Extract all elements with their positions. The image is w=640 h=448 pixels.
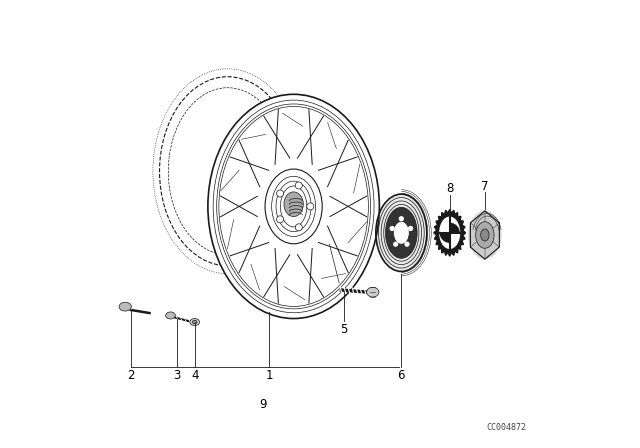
Ellipse shape — [394, 221, 409, 244]
Ellipse shape — [376, 194, 427, 271]
Ellipse shape — [265, 169, 322, 244]
Text: 9: 9 — [259, 398, 267, 411]
Circle shape — [295, 224, 302, 231]
Text: 1: 1 — [266, 369, 273, 382]
Ellipse shape — [193, 320, 197, 324]
Circle shape — [276, 190, 284, 197]
Ellipse shape — [367, 287, 379, 297]
Text: CC004872: CC004872 — [486, 422, 527, 431]
Text: 3: 3 — [173, 369, 180, 382]
Text: 8: 8 — [446, 182, 453, 195]
Polygon shape — [470, 211, 499, 259]
Circle shape — [393, 241, 398, 247]
Wedge shape — [450, 223, 460, 233]
Ellipse shape — [208, 94, 380, 319]
Ellipse shape — [119, 302, 131, 311]
Circle shape — [307, 203, 314, 210]
Circle shape — [408, 226, 413, 231]
Ellipse shape — [439, 216, 460, 249]
Ellipse shape — [385, 207, 417, 258]
Ellipse shape — [436, 213, 463, 253]
Circle shape — [276, 216, 284, 223]
Wedge shape — [440, 233, 450, 243]
Polygon shape — [434, 210, 465, 256]
Text: 5: 5 — [340, 323, 348, 336]
Text: 6: 6 — [397, 369, 405, 382]
Text: 2: 2 — [127, 369, 134, 382]
Text: 4: 4 — [191, 369, 198, 382]
Ellipse shape — [190, 319, 200, 326]
Ellipse shape — [476, 222, 494, 248]
Text: 7: 7 — [481, 180, 488, 193]
Ellipse shape — [468, 211, 502, 259]
Circle shape — [399, 216, 404, 221]
Circle shape — [390, 226, 395, 231]
Ellipse shape — [481, 229, 489, 241]
Circle shape — [404, 241, 410, 247]
Ellipse shape — [166, 312, 175, 319]
Circle shape — [295, 182, 302, 189]
Ellipse shape — [284, 192, 303, 216]
